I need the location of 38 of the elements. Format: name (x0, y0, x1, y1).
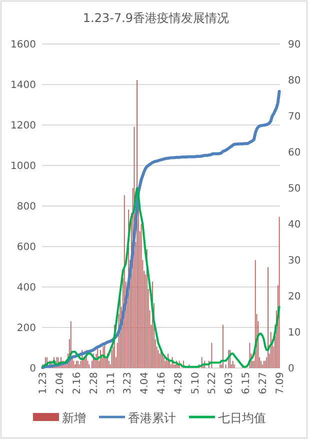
y2-tick-label: 40 (288, 220, 301, 230)
x-tick-label: 6.27 (258, 372, 269, 394)
y2-tick-label: 90 (288, 40, 301, 50)
x-tick-label: 2.16 (72, 372, 84, 394)
x-tick-label: 4.04 (140, 372, 151, 394)
y2-tick-label: 30 (288, 256, 301, 266)
x-tick-label: 4.28 (173, 372, 184, 394)
x-tick-label: 2.04 (55, 372, 66, 394)
y2-tick-label: 60 (288, 148, 301, 158)
x-tick-label: 7.09 (274, 372, 286, 394)
y-tick-label: 1000 (10, 161, 36, 172)
x-tick-label: 6.03 (224, 372, 236, 394)
y2-tick-label: 70 (288, 112, 301, 122)
legend-label: 七日均值 (218, 411, 266, 425)
y-tick-label: 800 (16, 202, 36, 212)
y2-tick-label: 20 (288, 292, 301, 302)
x-tick-label: 3.23 (122, 372, 134, 394)
x-tick-label: 5.10 (190, 372, 202, 394)
y-tick-label: 1200 (10, 120, 36, 132)
legend-label: 香港累计 (128, 411, 176, 425)
x-tick-label: 1.23 (38, 372, 50, 394)
y-tick-label: 400 (16, 282, 36, 294)
y-tick-label: 1400 (10, 80, 36, 91)
chart-title: 1.23-7.9香港疫情发展情况 (82, 11, 230, 25)
y2-tick-label: 50 (288, 184, 301, 194)
x-tick-label: 3.11 (106, 372, 117, 394)
x-tick-label: 6.15 (240, 372, 252, 394)
y-tick-label: 600 (16, 242, 36, 253)
y-tick-label: 200 (16, 323, 36, 334)
y-tick-label: 1600 (10, 40, 36, 50)
y2-tick-label: 10 (288, 328, 301, 338)
y-tick-label: 0 (30, 364, 36, 374)
y2-tick-label: 80 (288, 76, 301, 86)
x-tick-label: 5.22 (207, 372, 218, 394)
legend-label: 新增 (62, 411, 86, 425)
x-tick-label: 2.28 (88, 372, 100, 394)
y2-tick-label: 0 (288, 364, 294, 374)
x-tick-label: 4.16 (156, 372, 168, 394)
